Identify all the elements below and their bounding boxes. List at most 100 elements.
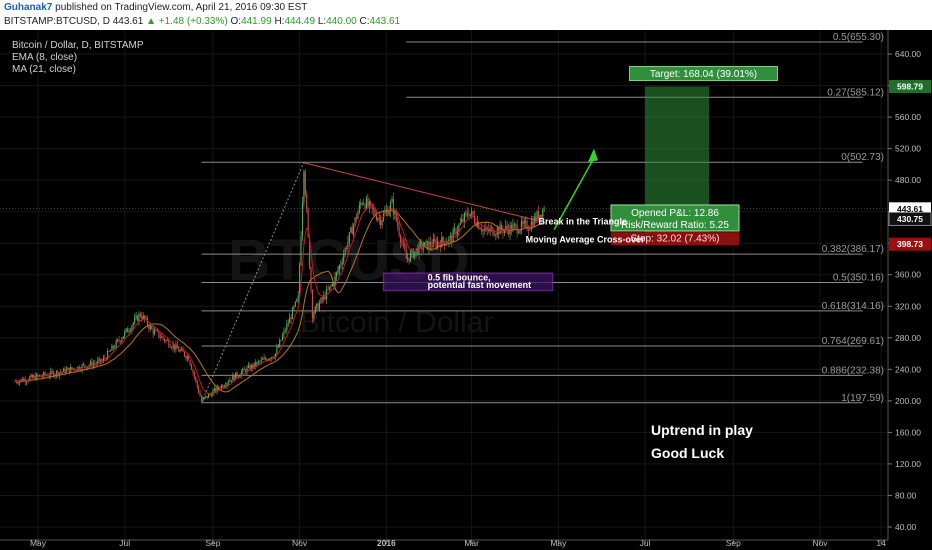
candle-body xyxy=(344,248,346,255)
candle-body xyxy=(380,217,382,226)
candle-body xyxy=(37,374,39,376)
candle-body xyxy=(291,307,294,320)
publish-info: published on TradingView.com, April 21, … xyxy=(55,2,308,13)
candle-body xyxy=(81,364,83,371)
candle-body xyxy=(186,356,188,359)
candle-body xyxy=(63,368,65,372)
long-position-tool[interactable]: Target: 168.04 (39.01%) Opened P&L: 12.86… xyxy=(610,65,778,246)
chart-grid xyxy=(0,30,888,540)
candle-body xyxy=(253,362,255,368)
candle-body xyxy=(243,368,245,370)
candle-body xyxy=(358,204,360,213)
triangle-upper-line xyxy=(303,162,541,222)
candle-body xyxy=(431,246,433,247)
candle-body xyxy=(311,290,313,319)
candle-body xyxy=(142,315,144,320)
candle-body xyxy=(482,229,484,232)
candle-body xyxy=(139,313,141,317)
candle-body xyxy=(334,276,336,287)
candle-body xyxy=(407,258,409,260)
candle-body xyxy=(163,338,166,341)
price-tick-label: 520.00 xyxy=(895,144,921,154)
fib-level-label: 0.5(350.16) xyxy=(833,272,884,283)
candle-body xyxy=(372,208,375,210)
candle-body xyxy=(75,370,77,371)
candle-body xyxy=(368,201,370,207)
candle-body xyxy=(40,375,42,377)
candle-body xyxy=(68,367,70,373)
candle-body xyxy=(276,347,278,354)
candle-body xyxy=(321,297,323,300)
candle-body xyxy=(469,213,471,217)
price-chart[interactable]: BTCUSD Bitcoin / Dollar 0.5(655.30)0.27(… xyxy=(0,30,932,550)
candle-body xyxy=(236,372,238,377)
price-tick-label: 640.00 xyxy=(895,49,921,59)
price-tick-label: 40.00 xyxy=(895,522,917,532)
text-annotations[interactable]: Break in the Triangle Moving Average Cros… xyxy=(428,216,754,461)
price-tick-label: 360.00 xyxy=(895,270,921,280)
candle-body xyxy=(179,350,181,352)
candle-body xyxy=(508,229,510,235)
candle-body xyxy=(466,212,468,216)
candle-body xyxy=(307,209,309,237)
candle-body xyxy=(364,204,366,209)
chart-legend: Bitcoin / Dollar, D, BITSTAMP EMA (8, cl… xyxy=(12,40,144,75)
open-label: O: xyxy=(230,16,242,27)
candle-body xyxy=(415,248,417,252)
fib-level-label: 0.382(386.17) xyxy=(822,244,884,255)
candle-body xyxy=(350,227,352,233)
candle-body xyxy=(102,357,104,362)
candle-body xyxy=(259,361,261,363)
candle-body xyxy=(31,374,33,378)
candle-body xyxy=(43,372,45,377)
candle-body xyxy=(299,265,301,296)
candle-body xyxy=(409,252,412,262)
legend-ema[interactable]: EMA (8, close) xyxy=(12,52,77,63)
candle-body xyxy=(257,361,259,363)
price-axis-panel[interactable] xyxy=(888,30,932,540)
candle-body xyxy=(111,345,113,351)
candle-body xyxy=(448,237,450,243)
trend-drawings[interactable] xyxy=(303,148,598,292)
candle-body xyxy=(125,328,127,332)
candle-body xyxy=(343,254,345,263)
candle-body xyxy=(306,194,308,210)
annotation-uptrend: Uptrend in play xyxy=(651,422,753,438)
fib-retracement[interactable]: 0.5(655.30) 0.27(585.12) 0(502.73) 0.382(38… xyxy=(201,32,884,404)
author-link[interactable]: Guhanak7 xyxy=(4,2,53,13)
annotation-fast-move: potential fast movement xyxy=(428,280,532,290)
candle-body xyxy=(108,350,110,352)
candle-body xyxy=(263,357,265,360)
candle-body xyxy=(208,394,210,398)
candle-body xyxy=(131,325,133,331)
candle-body xyxy=(173,344,176,350)
candle-body xyxy=(252,364,254,368)
candle-body xyxy=(219,388,221,390)
publish-line: Guhanak7 published on TradingView.com, A… xyxy=(4,2,307,13)
time-axis[interactable]: May Jul Sep Nov 2016 Mar May Jul Sep Nov 14 xyxy=(30,538,886,548)
low-label: L: xyxy=(317,16,327,27)
candle-body xyxy=(146,318,149,326)
legend-ma[interactable]: MA (21, close) xyxy=(12,64,76,75)
candle-body xyxy=(301,202,304,237)
candle-body xyxy=(60,372,62,373)
candle-body xyxy=(391,199,393,203)
candle-body xyxy=(107,350,109,360)
candle-body xyxy=(269,359,271,360)
candle-body xyxy=(414,251,416,258)
candle-body xyxy=(242,368,244,373)
annotation-break-triangle: Break in the Triangle xyxy=(538,216,627,226)
candle-body xyxy=(465,212,467,214)
candle-body xyxy=(28,377,31,381)
candle-body xyxy=(513,224,515,226)
candle-body xyxy=(518,232,520,234)
annotation-fib-bounce: 0.5 fib bounce, xyxy=(428,272,491,282)
profit-zone xyxy=(645,86,710,219)
ma-21-line xyxy=(15,209,545,393)
breakout-arrow-line xyxy=(553,157,595,231)
candle-body xyxy=(273,357,275,359)
symbol-label[interactable]: BITSTAMP:BTCUSD, D xyxy=(4,16,110,27)
candle-body xyxy=(183,351,185,357)
candle-body xyxy=(486,227,488,230)
candle-body xyxy=(318,302,321,310)
